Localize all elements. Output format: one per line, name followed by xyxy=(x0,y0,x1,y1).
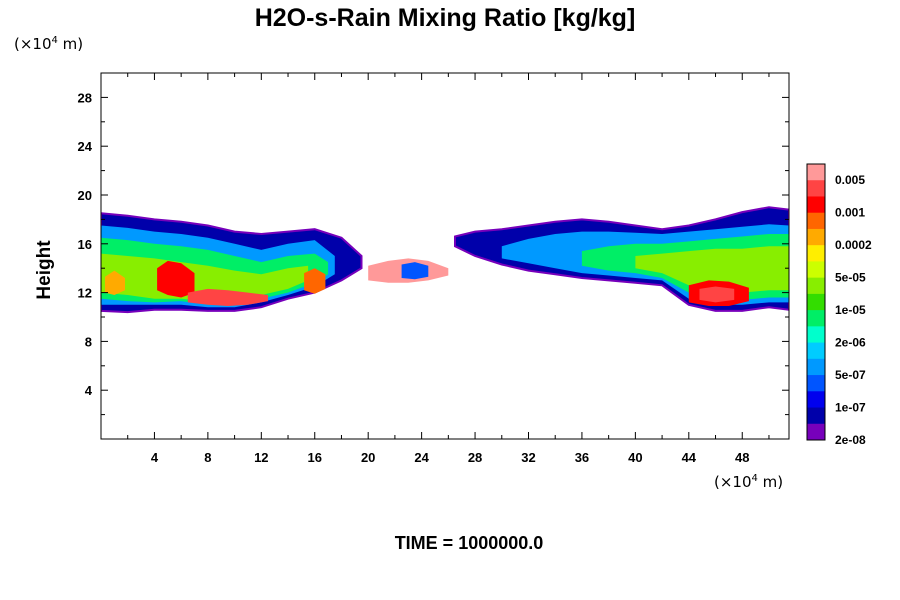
y-unit-label: (×104 m) xyxy=(14,35,83,53)
colorbar-label: 2e-06 xyxy=(835,336,866,350)
x-tick-label: 20 xyxy=(361,450,375,465)
colorbar-label: 1e-07 xyxy=(835,401,866,415)
x-tick-label: 16 xyxy=(308,450,322,465)
rain-region xyxy=(635,246,789,293)
colorbar-swatch xyxy=(807,180,825,197)
colorbar-swatch xyxy=(807,196,825,214)
colorbar-swatch xyxy=(807,261,825,279)
plot-frame xyxy=(100,72,790,440)
y-tick-label: 16 xyxy=(78,237,92,252)
rain-region xyxy=(187,288,268,306)
colorbar-swatch xyxy=(807,358,825,376)
rain-region xyxy=(401,262,429,280)
chart-title: H2O-s-Rain Mixing Ratio [kg/kg] xyxy=(255,4,636,32)
colorbar-label: 2e-08 xyxy=(835,433,866,447)
y-axis: 4 8 12 16 20 24 28 xyxy=(78,72,789,440)
colorbar-swatch xyxy=(807,391,825,409)
colorbar-label: 0.0002 xyxy=(835,238,872,252)
y-axis-label: Height xyxy=(34,240,55,300)
contour-field xyxy=(101,206,789,314)
colorbar-swatch xyxy=(807,293,825,311)
x-tick-label: 36 xyxy=(575,450,589,465)
x-tick-label: 8 xyxy=(204,450,211,465)
x-tick-label: 44 xyxy=(682,450,697,465)
colorbar-swatch xyxy=(807,212,825,230)
x-tick-label: 32 xyxy=(521,450,535,465)
x-tick-label: 12 xyxy=(254,450,268,465)
rain-region xyxy=(699,286,735,303)
y-tick-label: 8 xyxy=(85,334,92,349)
y-tick-label: 12 xyxy=(78,286,92,301)
colorbar-label: 0.001 xyxy=(835,206,865,220)
x-axis: 4 8 12 16 20 24 28 32 36 40 44 48 xyxy=(100,73,770,465)
rain-region xyxy=(157,260,195,298)
x-tick-label: 48 xyxy=(735,450,749,465)
colorbar-swatch xyxy=(807,245,825,262)
colorbar-swatch xyxy=(807,277,825,295)
x-tick-label: 28 xyxy=(468,450,482,465)
rain-region xyxy=(105,270,125,295)
x-tick-label: 40 xyxy=(628,450,642,465)
y-tick-label: 20 xyxy=(78,188,92,203)
rain-region xyxy=(101,253,309,303)
colorbar-label: 5e-07 xyxy=(835,368,866,382)
colorbar-label: 1e-05 xyxy=(835,303,866,317)
y-tick-label: 24 xyxy=(78,139,93,154)
colorbar-swatch xyxy=(807,375,825,392)
colorbar-swatch xyxy=(807,164,825,181)
time-annotation: TIME = 1000000.0 xyxy=(395,533,544,553)
colorbar-swatch xyxy=(807,423,825,441)
y-tick-label: 28 xyxy=(78,90,92,105)
colorbar-swatch xyxy=(807,310,825,327)
y-tick-label: 4 xyxy=(85,383,93,398)
colorbar-label: 5e-05 xyxy=(835,271,866,285)
colorbar-swatch xyxy=(807,342,825,360)
rain-region xyxy=(304,268,326,294)
colorbar-frame xyxy=(806,163,826,441)
colorbar-swatch xyxy=(807,407,825,425)
x-unit-label: (×104 m) xyxy=(714,473,783,491)
x-tick-label: 4 xyxy=(151,450,159,465)
colorbar-label: 0.005 xyxy=(835,173,865,187)
x-tick-label: 24 xyxy=(414,450,429,465)
colorbar-swatch xyxy=(807,228,825,246)
colorbar: 0.005 0.001 0.0002 5e-05 1e-05 2e-06 5e-07 1e-0… xyxy=(806,163,872,447)
colorbar-swatch xyxy=(807,326,825,344)
